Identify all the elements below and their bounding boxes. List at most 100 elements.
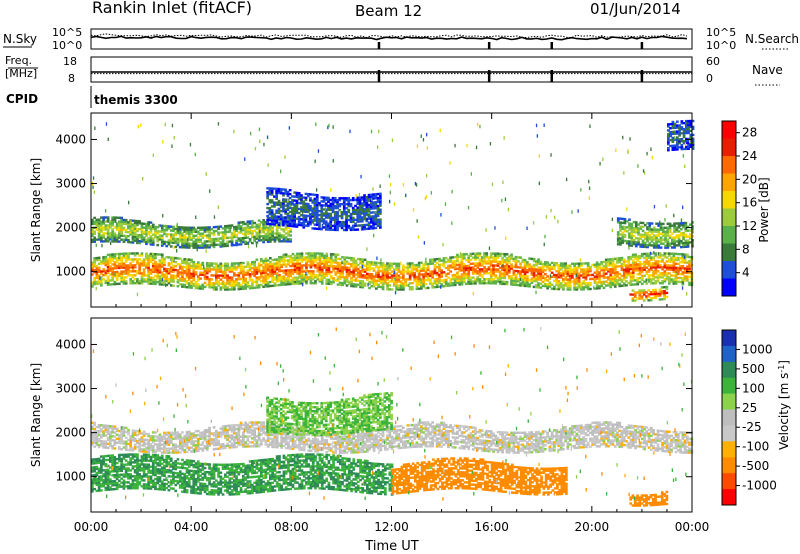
heatmap-cell: [350, 257, 353, 260]
heatmap-cell: [451, 221, 453, 225]
heatmap-cell: [318, 219, 321, 223]
heatmap-cell: [562, 280, 565, 283]
heatmap-cell: [347, 280, 351, 283]
heatmap-cell: [643, 274, 646, 277]
heatmap-cell: [194, 286, 198, 290]
heatmap-cell: [205, 268, 209, 271]
heatmap-cell: [571, 276, 574, 279]
heatmap-cell: [128, 200, 130, 205]
heatmap-cell: [142, 226, 146, 229]
heatmap-cell: [359, 258, 362, 261]
heatmap-cell: [138, 228, 141, 231]
heatmap-cell: [338, 224, 342, 228]
heatmap-cell: [282, 218, 285, 221]
heatmap-cell: [659, 228, 663, 231]
heatmap-cell: [288, 214, 292, 218]
heatmap-cell: [273, 203, 276, 206]
heatmap-cell: [352, 261, 356, 264]
heatmap-cell: [667, 143, 670, 146]
heatmap-cell: [683, 275, 687, 278]
heatmap-cell: [604, 266, 608, 269]
heatmap-cell: [476, 256, 480, 259]
heatmap-cell: [237, 264, 241, 267]
heatmap-cell: [349, 204, 353, 208]
heatmap-cell: [271, 262, 274, 266]
heatmap-cell: [221, 280, 225, 283]
heatmap-cell: [368, 261, 371, 264]
heatmap-cell: [230, 262, 234, 265]
heatmap-cell: [194, 273, 198, 276]
heatmap-cell: [333, 204, 337, 208]
heatmap-cell: [138, 236, 141, 239]
heatmap-cell: [544, 273, 547, 276]
heatmap-cell: [296, 264, 299, 267]
heatmap-cell: [622, 268, 626, 271]
heatmap-cell: [395, 274, 398, 277]
heatmap-cell: [345, 216, 348, 220]
heatmap-cell: [228, 236, 232, 239]
heatmap-cell: [300, 198, 303, 201]
heatmap-cell: [630, 240, 634, 243]
heatmap-cell: [286, 190, 290, 194]
heatmap-cell: [284, 224, 288, 227]
heatmap-cell: [282, 240, 286, 243]
heatmap-cell: [282, 279, 286, 282]
heatmap-cell: [620, 264, 624, 268]
heatmap-cell: [417, 275, 421, 278]
heatmap-cell: [253, 266, 256, 270]
heatmap-cell: [584, 268, 588, 271]
heatmap-cell: [147, 260, 150, 263]
heatmap-cell: [426, 266, 430, 270]
heatmap-cell: [230, 264, 234, 267]
heatmap-cell: [550, 208, 552, 213]
heatmap-cell: [374, 211, 378, 214]
heatmap-cell: [688, 271, 691, 275]
heatmap-cell: [627, 268, 631, 271]
heatmap-cell: [239, 261, 243, 265]
heatmap-cell: [368, 280, 371, 284]
heatmap-cell: [548, 263, 552, 266]
heatmap-cell: [505, 253, 509, 256]
heatmap-cell: [291, 213, 294, 216]
heatmap-cell: [154, 266, 157, 270]
heatmap-cell: [584, 272, 588, 275]
heatmap-cell: [494, 260, 498, 263]
heatmap-cell: [228, 266, 232, 269]
heatmap-cell: [199, 271, 202, 274]
heatmap-cell: [300, 276, 304, 279]
heatmap-cell: [210, 240, 214, 243]
heatmap-cell: [242, 232, 245, 236]
heatmap-cell: [604, 264, 608, 267]
heatmap-cell: [329, 259, 333, 262]
heatmap-cell: [142, 240, 146, 243]
heatmap-cell: [631, 253, 635, 256]
heatmap-cell: [271, 264, 274, 268]
heatmap-cell: [613, 275, 617, 278]
heatmap-cell: [95, 238, 99, 241]
heatmap-cell: [332, 269, 335, 272]
heatmap-cell: [616, 273, 619, 276]
heatmap-cell: [600, 274, 603, 278]
heatmap-cell: [658, 282, 662, 285]
heatmap-cell: [199, 246, 202, 249]
heatmap-cell: [320, 212, 324, 215]
heatmap-cell: [431, 282, 434, 285]
heatmap-cell: [113, 238, 117, 241]
heatmap-cell: [358, 198, 362, 201]
heatmap-cell: [320, 266, 324, 269]
heatmap-cell: [255, 227, 259, 230]
heatmap-cell: [278, 279, 281, 283]
heatmap-cell: [584, 270, 588, 273]
heatmap-cell: [333, 214, 337, 218]
heatmap-cell: [115, 274, 119, 278]
heatmap-cell: [262, 261, 265, 265]
heatmap-cell: [287, 273, 290, 276]
heatmap-cell: [320, 272, 324, 275]
heatmap-cell: [672, 260, 676, 263]
heatmap-cell: [652, 242, 656, 245]
heatmap-cell: [154, 255, 157, 258]
heatmap-cell: [363, 258, 367, 261]
heatmap-cell: [673, 213, 675, 218]
heatmap-cell: [156, 269, 160, 272]
heatmap-cell: [190, 258, 193, 262]
